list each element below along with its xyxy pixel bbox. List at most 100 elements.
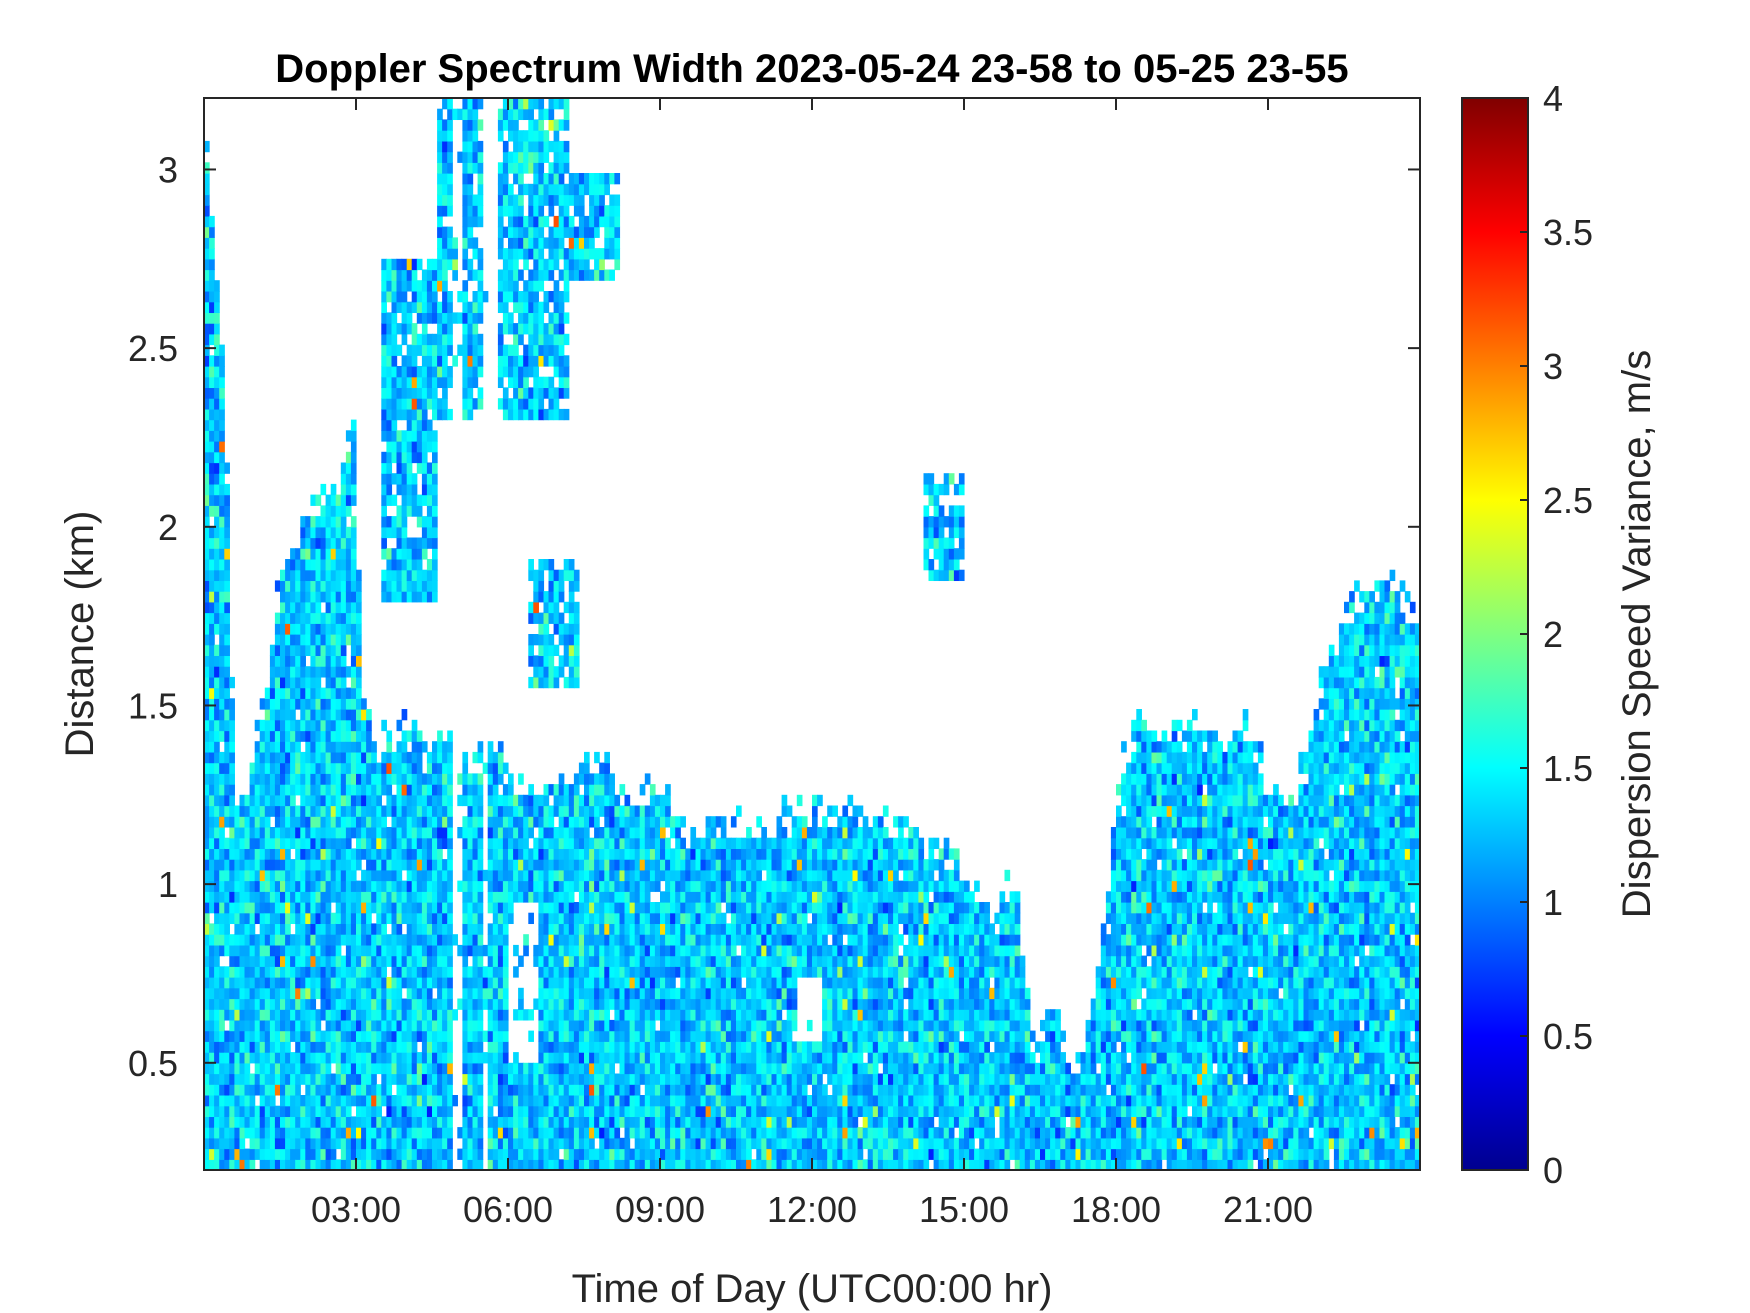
heatmap-cell: [254, 1148, 261, 1160]
heatmap-cell: [234, 934, 241, 946]
heatmap-cell: [391, 1009, 398, 1021]
heatmap-cell: [361, 709, 367, 721]
heatmap-cell: [482, 762, 489, 774]
heatmap-cell: [345, 794, 352, 807]
heatmap-cell: [320, 623, 327, 635]
heatmap-cell: [558, 1073, 565, 1085]
heatmap-cell: [411, 1116, 418, 1128]
heatmap-cell: [290, 966, 296, 978]
heatmap-cell: [584, 827, 590, 839]
heatmap-cell: [315, 955, 322, 967]
heatmap-cell: [563, 1084, 570, 1096]
heatmap-cell: [437, 1030, 443, 1042]
heatmap-cell: [462, 1019, 469, 1032]
heatmap-cell: [538, 215, 545, 228]
heatmap-cell: [295, 580, 301, 592]
heatmap-cell: [396, 483, 403, 496]
heatmap-cell: [269, 1116, 276, 1128]
heatmap-cell: [558, 140, 565, 153]
heatmap-cell: [594, 258, 600, 271]
heatmap-cell: [305, 526, 311, 539]
heatmap-cell: [224, 1137, 230, 1150]
heatmap-cell: [432, 366, 438, 378]
heatmap-cell: [406, 751, 413, 764]
heatmap-cell: [254, 977, 261, 989]
heatmap-cell: [629, 955, 636, 967]
heatmap-cell: [563, 151, 570, 163]
heatmap-cell: [406, 591, 413, 603]
heatmap-cell: [209, 226, 215, 238]
heatmap-cell: [204, 676, 210, 689]
heatmap-cell: [442, 869, 448, 882]
heatmap-cell: [533, 269, 539, 281]
heatmap-cell: [320, 837, 327, 850]
heatmap-cell: [345, 837, 352, 850]
heatmap-cell: [508, 108, 514, 121]
heatmap-cell: [432, 569, 438, 582]
heatmap-cell: [310, 880, 317, 892]
heatmap-cell: [634, 1148, 641, 1160]
heatmap-cell: [280, 1148, 286, 1160]
heatmap-cell: [264, 987, 271, 1000]
heatmap-cell: [381, 355, 387, 367]
heatmap-cell: [325, 944, 332, 957]
heatmap-cell: [214, 1062, 220, 1075]
heatmap-cell: [563, 108, 570, 121]
heatmap-cell: [594, 816, 600, 828]
heatmap-cell: [361, 966, 367, 978]
heatmap-cell: [214, 280, 220, 292]
heatmap-cell: [361, 719, 367, 732]
heatmap-cell: [290, 1105, 296, 1118]
heatmap-cell: [421, 569, 428, 582]
heatmap-cell: [274, 644, 281, 657]
heatmap-cell: [219, 644, 225, 657]
heatmap-cell: [386, 441, 393, 453]
heatmap-cell: [649, 805, 656, 817]
heatmap-cell: [568, 923, 575, 935]
heatmap-cell: [665, 848, 671, 860]
heatmap-cell: [548, 140, 555, 153]
heatmap-cell: [315, 891, 322, 903]
heatmap-cell: [264, 762, 271, 774]
heatmap-cell: [533, 1073, 539, 1085]
heatmap-cell: [614, 837, 621, 850]
heatmap-cell: [320, 612, 327, 624]
heatmap-cell: [578, 880, 585, 892]
heatmap-cell: [654, 1148, 661, 1160]
heatmap-cell: [280, 569, 286, 582]
heatmap-cell: [553, 162, 560, 174]
heatmap-cell: [502, 859, 509, 871]
heatmap-cell: [274, 1019, 281, 1032]
heatmap-cell: [280, 687, 286, 699]
heatmap-cell: [497, 323, 504, 335]
heatmap-cell: [548, 1116, 555, 1128]
heatmap-cell: [447, 794, 453, 807]
heatmap-cell: [356, 719, 362, 732]
heatmap-cell: [396, 923, 403, 935]
heatmap-cell: [371, 934, 377, 946]
heatmap-cell: [467, 912, 474, 925]
heatmap-cell: [573, 773, 580, 785]
heatmap-cell: [513, 1159, 519, 1170]
heatmap-cell: [219, 355, 225, 367]
heatmap-cell: [442, 344, 448, 356]
heatmap-cell: [432, 923, 438, 935]
heatmap-cell: [325, 730, 332, 742]
heatmap-cell: [421, 912, 428, 925]
heatmap-cell: [533, 1127, 539, 1139]
heatmap-cell: [406, 966, 413, 978]
heatmap-cell: [553, 955, 560, 967]
heatmap-cell: [432, 580, 438, 592]
heatmap-cell: [209, 623, 215, 635]
heatmap-cell: [497, 805, 504, 817]
heatmap-cell: [563, 923, 570, 935]
heatmap-cell: [305, 741, 311, 753]
heatmap-cell: [249, 1127, 256, 1139]
heatmap-cell: [310, 1009, 317, 1021]
heatmap-cell: [447, 119, 453, 131]
heatmap-cell: [214, 816, 220, 828]
heatmap-cell: [350, 473, 357, 485]
heatmap-cell: [665, 1148, 671, 1160]
heatmap-cell: [670, 934, 676, 946]
heatmap-cell: [411, 387, 418, 399]
